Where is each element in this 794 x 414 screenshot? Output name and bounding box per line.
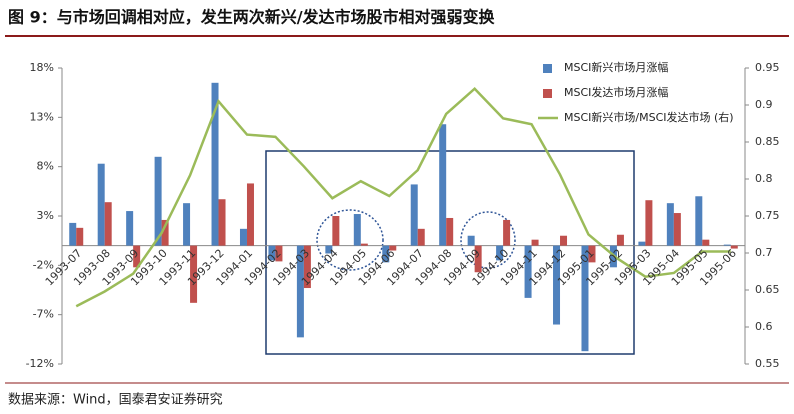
bar: [332, 216, 340, 246]
bar: [730, 245, 738, 249]
bar: [666, 203, 674, 246]
bar: [446, 217, 454, 246]
bar: [190, 245, 198, 303]
y2-tick-label: 0.95: [755, 61, 780, 74]
bar: [296, 245, 304, 338]
source: 数据来源：Wind，国泰君安证券研究: [8, 392, 223, 408]
bar: [581, 245, 589, 352]
highlight-box: [265, 150, 635, 355]
legend-label: MSCI新兴市场/MSCI发达市场 (右): [564, 110, 734, 124]
bar: [126, 211, 134, 246]
bar: [531, 239, 539, 246]
bar: [616, 234, 624, 246]
y2-tick-label: 0.6: [755, 320, 773, 333]
y2-tick-label: 0.75: [755, 209, 780, 222]
bar: [645, 200, 653, 246]
y2-tick-label: 0.55: [755, 357, 780, 370]
y2-tick-label: 0.9: [755, 98, 773, 111]
bar: [439, 124, 447, 246]
bar: [503, 219, 511, 246]
bar: [417, 228, 425, 246]
bar: [467, 235, 475, 246]
y-tick-label: 3%: [37, 209, 54, 222]
y2-tick-label: 0.65: [755, 283, 780, 296]
bar: [524, 245, 532, 298]
chart-title: 图 9：与市场回调相对应，发生两次新兴/发达市场股市相对强弱变换: [8, 8, 496, 27]
bar: [702, 239, 710, 246]
bar: [133, 245, 141, 268]
legend-swatch: [543, 64, 552, 73]
bar: [695, 196, 703, 246]
bar: [560, 235, 568, 246]
bar: [638, 241, 646, 246]
y-tick-label: -12%: [26, 357, 54, 370]
bar: [673, 213, 681, 246]
bar: [268, 245, 276, 261]
bar: [161, 219, 169, 246]
bar: [353, 214, 361, 246]
legend-swatch: [543, 89, 552, 98]
bar: [275, 245, 283, 262]
y-tick-label: 8%: [37, 160, 54, 173]
bar: [553, 245, 561, 325]
legend-label: MSCI发达市场月涨幅: [564, 85, 668, 99]
bar: [97, 163, 105, 246]
highlight-circle: [460, 211, 516, 269]
bar: [474, 245, 482, 273]
y-tick-label: -2%: [33, 258, 54, 271]
bar: [303, 245, 311, 289]
legend-label: MSCI新兴市场月涨幅: [564, 60, 668, 74]
y-tick-label: 13%: [30, 110, 54, 123]
bar: [183, 203, 191, 246]
ratio-line: [75, 86, 731, 308]
bar: [496, 245, 504, 261]
bar: [239, 228, 247, 246]
y2-tick-label: 0.85: [755, 135, 780, 148]
bar: [218, 199, 226, 246]
bar: [588, 245, 596, 263]
bar: [360, 243, 368, 246]
bar: [69, 222, 77, 246]
bar: [76, 227, 84, 246]
bar: [389, 245, 397, 251]
y2-tick-label: 0.7: [755, 246, 773, 259]
bar: [410, 184, 418, 246]
bar: [325, 245, 333, 254]
bar: [104, 202, 112, 246]
y-tick-label: 18%: [30, 61, 54, 74]
bar: [211, 82, 219, 246]
highlight-circle: [316, 209, 384, 271]
bar: [382, 245, 390, 263]
bar: [246, 183, 254, 246]
bar: [723, 244, 731, 246]
bar: [154, 156, 162, 246]
y-tick-label: -7%: [33, 308, 54, 321]
y2-tick-label: 0.8: [755, 172, 773, 185]
